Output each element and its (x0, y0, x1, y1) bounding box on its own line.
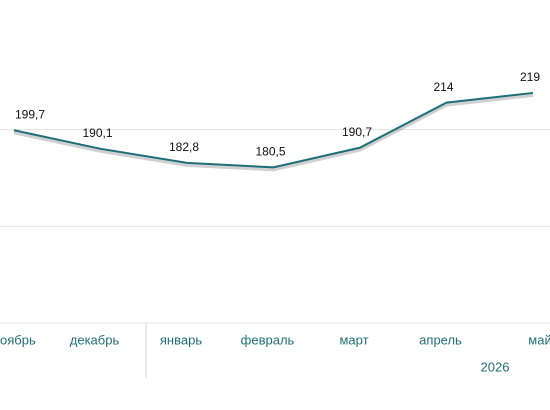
x-tick-label: январь (160, 332, 202, 347)
year-label: 2026 (481, 359, 510, 374)
x-tick-label: декабрь (70, 332, 120, 347)
value-label: 190,1 (82, 126, 112, 140)
value-label: 182,8 (169, 140, 199, 154)
x-tick-label: март (339, 332, 368, 347)
x-tick-label: апрель (419, 332, 462, 347)
value-label: 180,5 (255, 145, 285, 159)
line (13, 91, 534, 169)
value-label: 199,7 (15, 107, 45, 121)
value-label: 219 (520, 70, 540, 84)
value-label: 190,7 (342, 125, 372, 139)
x-tick-label: февраль (241, 332, 295, 347)
line-shadow (13, 92, 534, 172)
x-tick-label: оябрь (0, 332, 36, 347)
value-label: 214 (433, 80, 453, 94)
x-tick-label: май (528, 332, 550, 347)
